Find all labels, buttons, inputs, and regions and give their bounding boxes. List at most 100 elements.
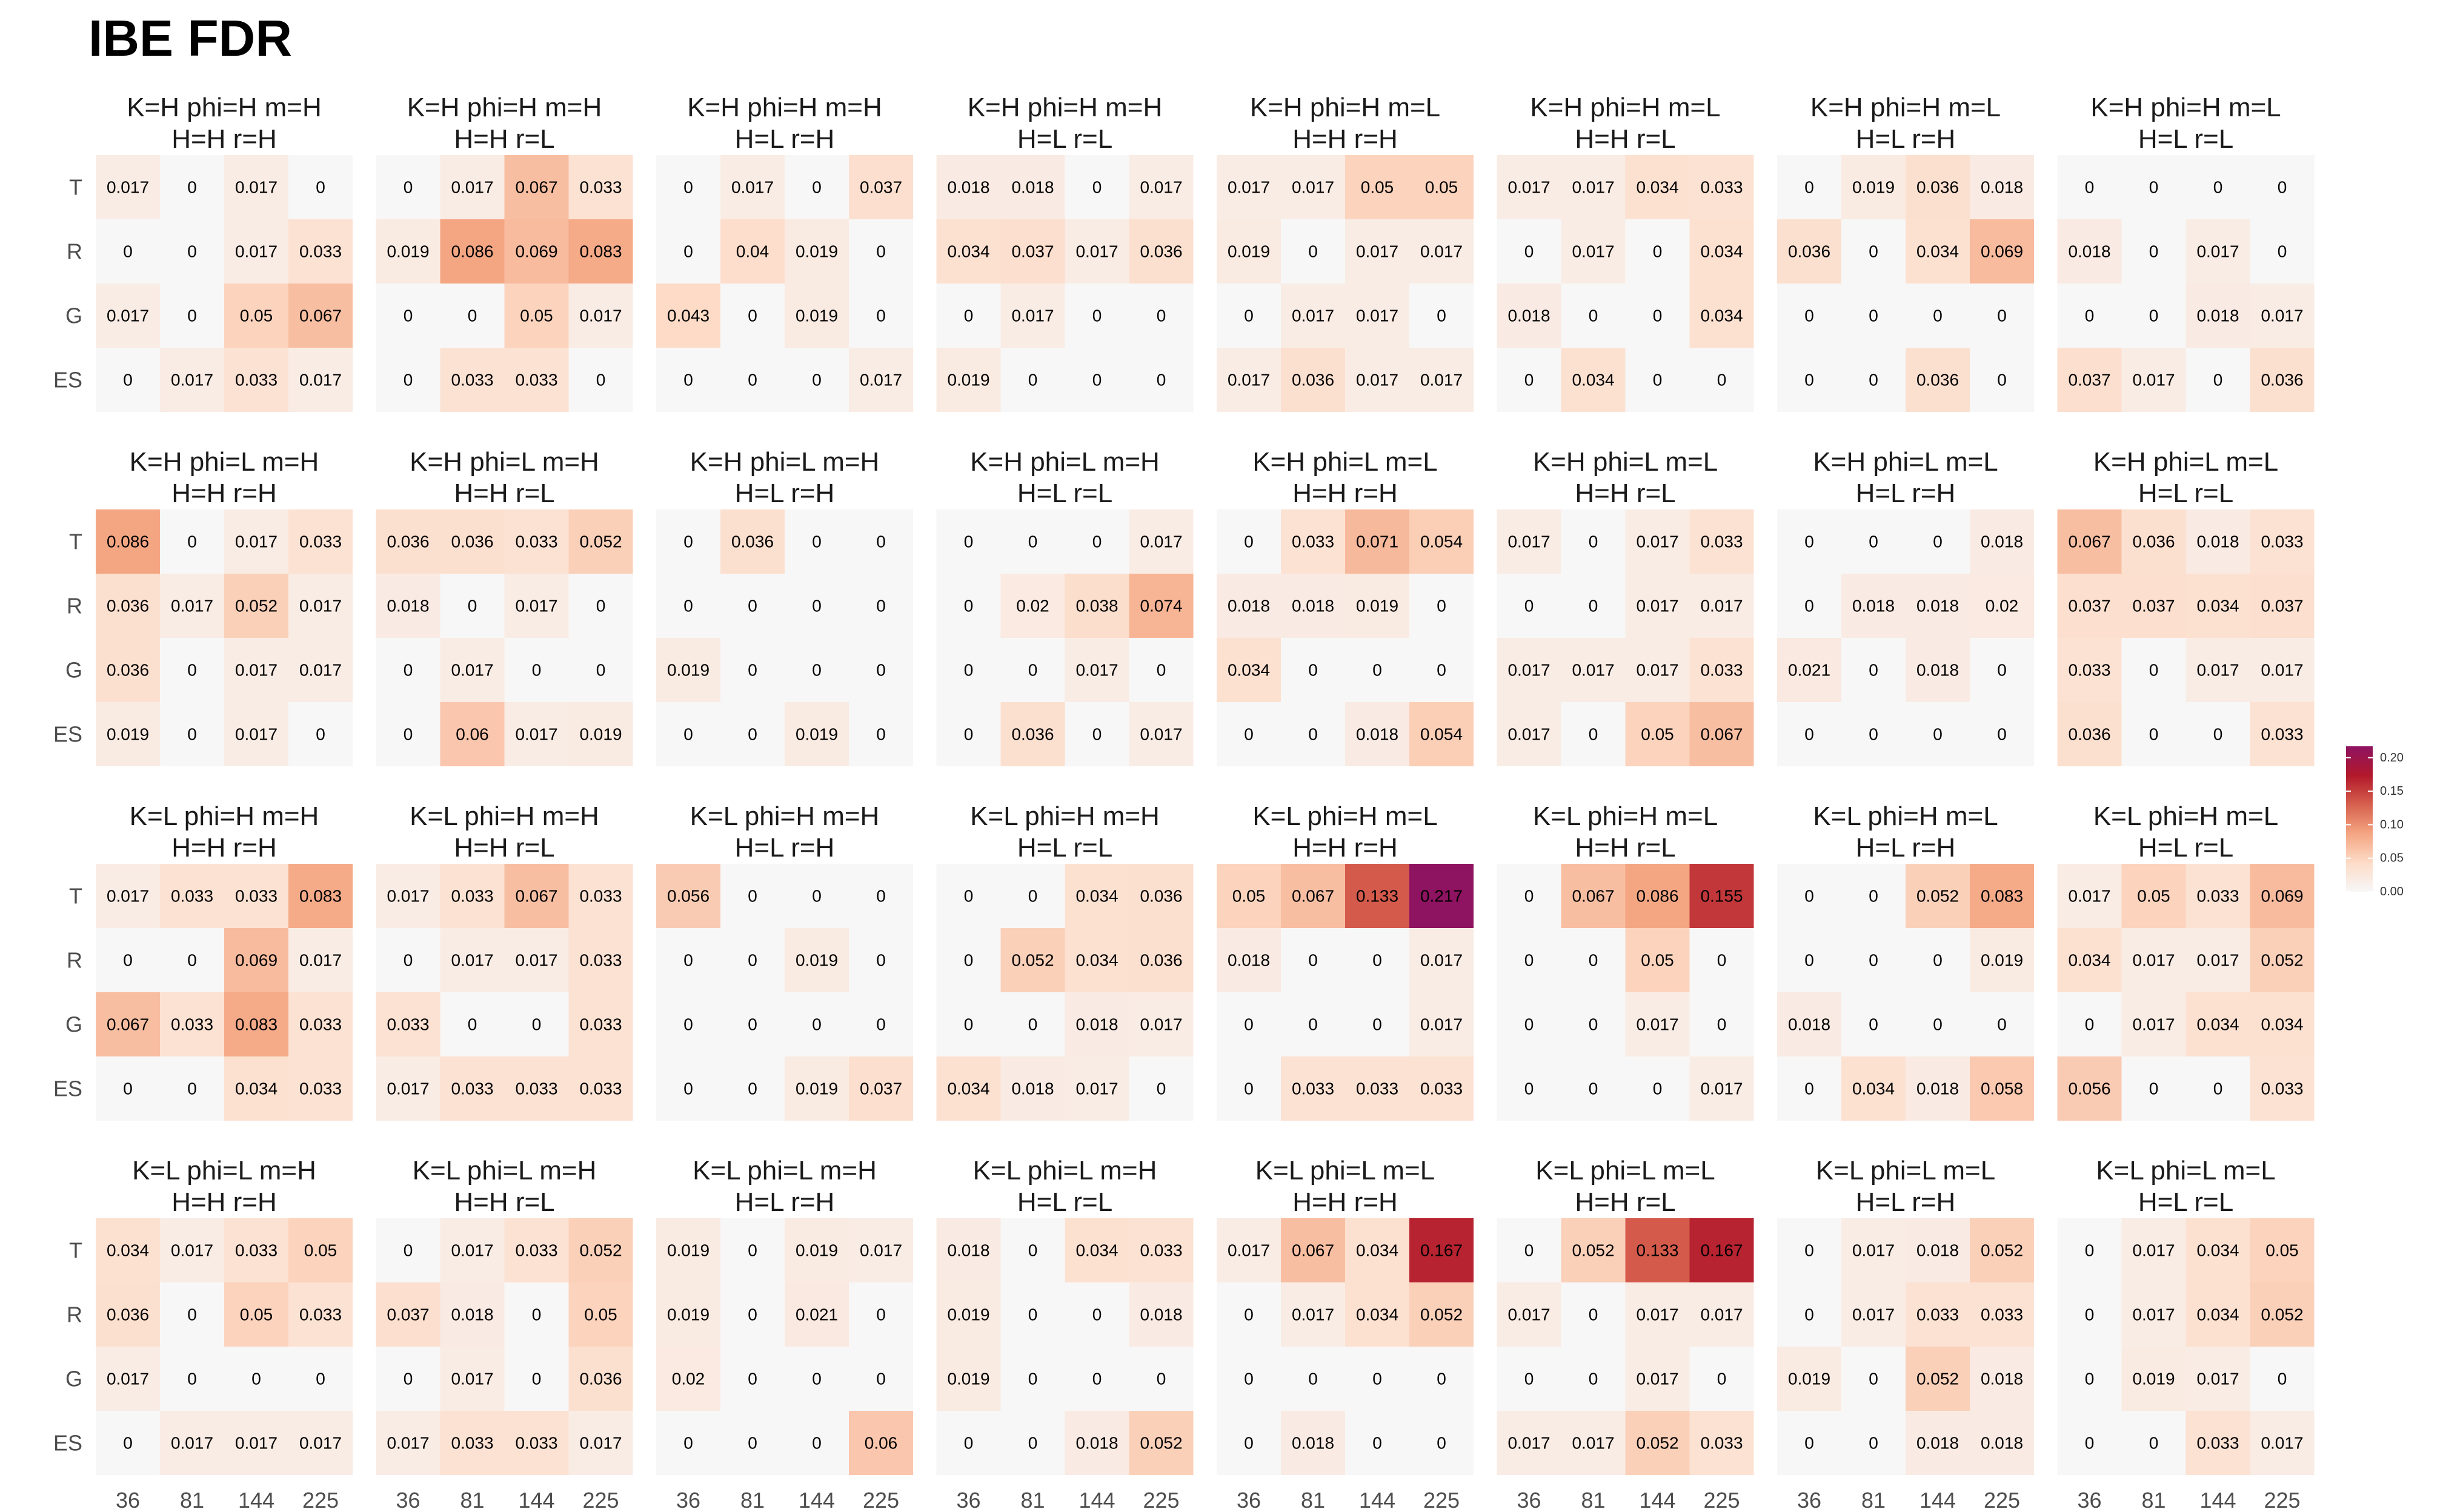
y-tick-label: R	[67, 948, 82, 973]
heatmap-cell	[568, 574, 633, 638]
cell-value-label: 0	[187, 1305, 197, 1324]
x-tick-label: 81	[180, 1488, 204, 1512]
heatmap-cell	[1841, 509, 1906, 574]
cell-value-label: 0.037	[860, 1079, 902, 1098]
x-tick-label: 36	[396, 1488, 420, 1512]
cell-value-label: 0.017	[235, 661, 278, 680]
cell-value-label: 0.017	[1075, 1079, 1118, 1098]
cell-value-label: 0	[1372, 951, 1382, 970]
cell-value-label: 0	[1589, 1079, 1598, 1098]
cell-value-label: 0.017	[731, 178, 774, 197]
cell-value-label: 0	[1804, 1434, 1814, 1453]
y-tick-label: ES	[53, 722, 82, 747]
heatmap-cell	[1777, 574, 1841, 638]
facet-title-line2: H=L r=H	[735, 479, 835, 508]
heatmap-cell	[1841, 1056, 1906, 1121]
facet-panel: K=L phi=H m=LH=L r=H 0 0 0.052 0.083 0 0 0 0.019…	[1777, 801, 2034, 1121]
heatmap-cell	[1000, 1347, 1065, 1411]
heatmap-cell	[1970, 1347, 2034, 1411]
heatmap-cell	[2057, 1218, 2122, 1282]
cell-value-label: 0.019	[947, 1305, 989, 1324]
heatmap-cell	[160, 1282, 224, 1347]
heatmap-cell	[1777, 1218, 1841, 1282]
cell-value-label: 0.017	[1420, 242, 1463, 261]
heatmap-cell	[1345, 992, 1409, 1056]
cell-value-label: 0.019	[796, 725, 838, 744]
cell-value-label: 0.033	[299, 1079, 342, 1098]
cell-value-label: 0.05	[304, 1241, 337, 1260]
heatmap-cell	[224, 219, 288, 284]
heatmap-cell	[1065, 509, 1129, 574]
cell-value-label: 0	[1869, 1434, 1878, 1453]
cell-value-label: 0.017	[1636, 1370, 1678, 1388]
cell-value-label: 0	[1524, 371, 1534, 390]
heatmap-cell	[2057, 864, 2122, 928]
cell-value-label: 0.017	[1852, 1241, 1895, 1260]
cell-value-label: 0.036	[2132, 532, 2175, 551]
cell-value-label: 0	[876, 307, 886, 325]
cell-value-label: 0	[1933, 307, 1943, 325]
cell-value-label: 0.033	[2068, 661, 2110, 680]
cell-value-label: 0	[2085, 178, 2095, 197]
heatmap-cell	[785, 1282, 849, 1347]
heatmap-cell	[1217, 1411, 1281, 1475]
heatmap-cell	[785, 992, 849, 1056]
facet-title-line1: K=L phi=L m=H	[413, 1156, 597, 1185]
heatmap-cell	[785, 574, 849, 638]
heatmap-cell	[288, 1218, 353, 1282]
cell-value-label: 0.017	[515, 725, 557, 744]
cell-value-label: 0	[683, 371, 693, 390]
cell-value-label: 0.036	[107, 597, 149, 615]
cell-value-label: 0	[2085, 1015, 2095, 1034]
cell-value-label: 0.052	[1916, 887, 1959, 906]
facet-title-line1: K=H phi=H m=H	[968, 93, 1163, 122]
facet-title-line1: K=H phi=L m=H	[690, 447, 880, 477]
legend-tick-label: 0.15	[2380, 784, 2404, 798]
cell-value-label: 0	[1437, 1370, 1446, 1388]
chart-title: IBE FDR	[88, 10, 292, 67]
cell-value-label: 0.054	[1420, 532, 1463, 551]
cell-value-label: 0.037	[1011, 242, 1054, 261]
heatmap-cell	[224, 348, 288, 412]
facet-panel: K=H phi=H m=HH=H r=L 0 0.017 0.067 0.033 0.01…	[376, 93, 633, 412]
cell-value-label: 0.018	[1916, 1079, 1959, 1098]
cell-value-label: 0	[876, 1370, 886, 1388]
cell-value-label: 0.017	[1507, 725, 1550, 744]
heatmap-cell	[1345, 1056, 1409, 1121]
cell-value-label: 0	[404, 371, 413, 390]
x-tick-label: 144	[1359, 1488, 1395, 1512]
heatmap-cell	[1217, 992, 1281, 1056]
heatmap-cell	[1217, 509, 1281, 574]
heatmap-cell	[1497, 574, 1561, 638]
facet-panel: K=L phi=H m=HH=L r=L 0 0 0.034 0.036 0 0.052 0.…	[936, 801, 1194, 1121]
heatmap-cell	[1409, 284, 1474, 348]
cell-value-label: 0.018	[1788, 1015, 1830, 1034]
cell-value-label: 0.033	[387, 1015, 429, 1034]
cell-value-label: 0.034	[1700, 242, 1743, 261]
facet-title-line1: K=H phi=H m=H	[687, 93, 882, 122]
cell-value-label: 0.019	[667, 1241, 710, 1260]
cell-value-label: 0	[748, 1015, 757, 1034]
heatmap-cell	[504, 1056, 569, 1121]
cell-value-label: 0	[1244, 1434, 1254, 1453]
heatmap-cell	[785, 509, 849, 574]
cell-value-label: 0.017	[1356, 242, 1398, 261]
cell-value-label: 0	[2278, 242, 2287, 261]
cell-value-label: 0	[748, 951, 757, 970]
heatmap-cell	[1281, 1218, 1345, 1282]
heatmap-cell	[440, 1411, 505, 1475]
cell-value-label: 0	[404, 1370, 413, 1388]
cell-value-label: 0.067	[2068, 532, 2110, 551]
cell-value-label: 0.017	[1572, 242, 1614, 261]
facet-panel: K=H phi=L m=LH=H r=L 0.017 0 0.017 0.033 0 0 0.…	[1497, 447, 1754, 766]
facet-title-line2: H=L r=L	[2138, 124, 2233, 154]
heatmap-cell	[2121, 1282, 2186, 1347]
facet-panel: K=H phi=H m=HH=L r=H 0 0.017 0 0.037 0 0.04 0.0…	[656, 93, 913, 412]
heatmap-cell	[1841, 702, 1906, 766]
cell-value-label: 0.05	[1232, 887, 1266, 906]
heatmap-cell	[1841, 864, 1906, 928]
facet-title-line1: K=L phi=H m=L	[1813, 801, 1998, 831]
facet-panel: K=H phi=L m=LH=H r=H 0 0.033 0.071 0.054 0.01…	[1217, 447, 1474, 766]
color-legend: 0.20 0.15 0.10 0.05 0.00	[2346, 746, 2404, 898]
cell-value-label: 0.033	[1356, 1079, 1398, 1098]
